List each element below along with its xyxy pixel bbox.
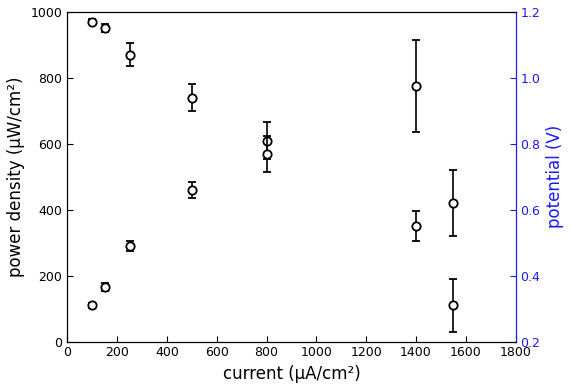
Y-axis label: power density (μW/cm²): power density (μW/cm²)	[7, 76, 25, 277]
X-axis label: current (μA/cm²): current (μA/cm²)	[223, 365, 360, 383]
Y-axis label: potential (V): potential (V)	[546, 125, 564, 229]
